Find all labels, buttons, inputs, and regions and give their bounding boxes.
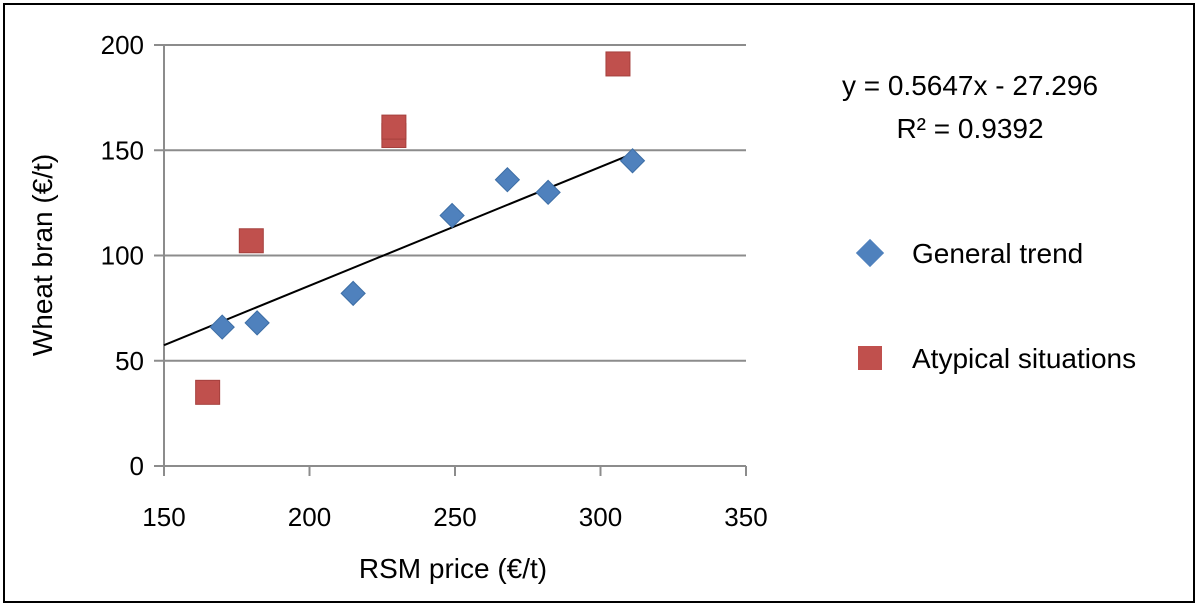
- trendline-equation: y = 0.5647x - 27.296: [842, 70, 1098, 101]
- point-general-trend-2: [340, 280, 366, 307]
- trendline-group: [163, 152, 633, 347]
- point-general-trend-6: [619, 148, 646, 174]
- legend: General trend Atypical situations: [855, 238, 1136, 374]
- y-tick-label-200: 200: [101, 30, 144, 60]
- grid-lines: [164, 44, 746, 362]
- y-tick-label-150: 150: [101, 135, 144, 165]
- x-tick-label-200: 200: [288, 502, 331, 532]
- legend-label-general-trend: General trend: [912, 238, 1083, 269]
- point-atypical-situations-1: [238, 228, 264, 254]
- point-general-trend-5: [535, 179, 561, 206]
- point-general-trend-0: [209, 314, 235, 340]
- tick-labels: 0 50 100 150 200 150 200 250 300 350: [101, 30, 768, 532]
- x-tick-label-300: 300: [579, 502, 622, 532]
- legend-marker-atypical-situations: [858, 346, 882, 370]
- y-tick-label-50: 50: [115, 346, 144, 376]
- y-tick-label-100: 100: [101, 241, 144, 271]
- point-general-trend-4: [494, 167, 521, 193]
- point-atypical-situations-4: [605, 51, 631, 77]
- legend-label-atypical-situations: Atypical situations: [912, 343, 1136, 374]
- trendline-r2: R² = 0.9392: [896, 113, 1043, 144]
- point-general-trend-1: [244, 310, 270, 336]
- data-points: [195, 51, 646, 405]
- x-tick-label-250: 250: [433, 502, 476, 532]
- chart-frame: [3, 3, 1195, 603]
- y-tick-label-0: 0: [130, 451, 144, 481]
- point-atypical-situations-3: [381, 114, 407, 140]
- y-axis-title: Wheat bran (€/t): [27, 154, 58, 356]
- x-tick-label-350: 350: [724, 502, 767, 532]
- point-atypical-situations-0: [195, 379, 221, 405]
- trendline: [163, 152, 633, 347]
- axes: [154, 44, 747, 476]
- legend-marker-general-trend: [855, 238, 885, 268]
- x-axis-title: RSM price (€/t): [359, 553, 547, 584]
- point-general-trend-3: [439, 202, 465, 229]
- x-tick-label-150: 150: [142, 502, 185, 532]
